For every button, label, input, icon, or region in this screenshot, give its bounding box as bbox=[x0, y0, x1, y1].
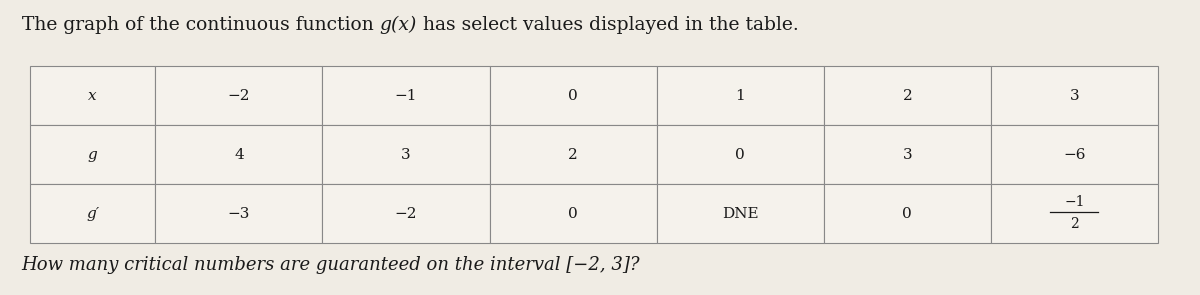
FancyBboxPatch shape bbox=[323, 184, 490, 243]
Text: 0: 0 bbox=[569, 89, 578, 103]
FancyBboxPatch shape bbox=[30, 125, 155, 184]
FancyBboxPatch shape bbox=[30, 66, 155, 125]
Text: g: g bbox=[88, 148, 97, 162]
Text: 0: 0 bbox=[736, 148, 745, 162]
Text: −2: −2 bbox=[228, 89, 250, 103]
FancyBboxPatch shape bbox=[30, 184, 155, 243]
Text: 2: 2 bbox=[569, 148, 578, 162]
Text: −3: −3 bbox=[228, 207, 250, 221]
Text: −6: −6 bbox=[1063, 148, 1086, 162]
FancyBboxPatch shape bbox=[656, 184, 823, 243]
Text: How many critical numbers are guaranteed on the interval [−2, 3]?: How many critical numbers are guaranteed… bbox=[22, 256, 640, 274]
FancyBboxPatch shape bbox=[323, 66, 490, 125]
Text: 1: 1 bbox=[736, 89, 745, 103]
FancyBboxPatch shape bbox=[991, 125, 1158, 184]
FancyBboxPatch shape bbox=[490, 125, 656, 184]
FancyBboxPatch shape bbox=[155, 66, 323, 125]
Text: 3: 3 bbox=[902, 148, 912, 162]
Text: g′: g′ bbox=[86, 207, 100, 221]
Text: 0: 0 bbox=[902, 207, 912, 221]
FancyBboxPatch shape bbox=[323, 125, 490, 184]
Text: DNE: DNE bbox=[722, 207, 758, 221]
FancyBboxPatch shape bbox=[490, 66, 656, 125]
Text: 3: 3 bbox=[401, 148, 410, 162]
Text: 0: 0 bbox=[569, 207, 578, 221]
Text: 2: 2 bbox=[902, 89, 912, 103]
Text: 4: 4 bbox=[234, 148, 244, 162]
FancyBboxPatch shape bbox=[490, 184, 656, 243]
FancyBboxPatch shape bbox=[823, 66, 991, 125]
Text: −1: −1 bbox=[1064, 195, 1085, 209]
FancyBboxPatch shape bbox=[155, 184, 323, 243]
FancyBboxPatch shape bbox=[656, 125, 823, 184]
FancyBboxPatch shape bbox=[991, 184, 1158, 243]
Text: The graph of the continuous function: The graph of the continuous function bbox=[22, 16, 379, 34]
Text: 3: 3 bbox=[1069, 89, 1079, 103]
Text: x: x bbox=[89, 89, 97, 103]
Text: 2: 2 bbox=[1070, 217, 1079, 231]
FancyBboxPatch shape bbox=[656, 66, 823, 125]
FancyBboxPatch shape bbox=[823, 125, 991, 184]
FancyBboxPatch shape bbox=[155, 125, 323, 184]
FancyBboxPatch shape bbox=[823, 184, 991, 243]
Text: −2: −2 bbox=[395, 207, 418, 221]
Text: g(x): g(x) bbox=[379, 16, 416, 35]
Text: has select values displayed in the table.: has select values displayed in the table… bbox=[416, 16, 798, 34]
FancyBboxPatch shape bbox=[991, 66, 1158, 125]
Text: −1: −1 bbox=[395, 89, 418, 103]
